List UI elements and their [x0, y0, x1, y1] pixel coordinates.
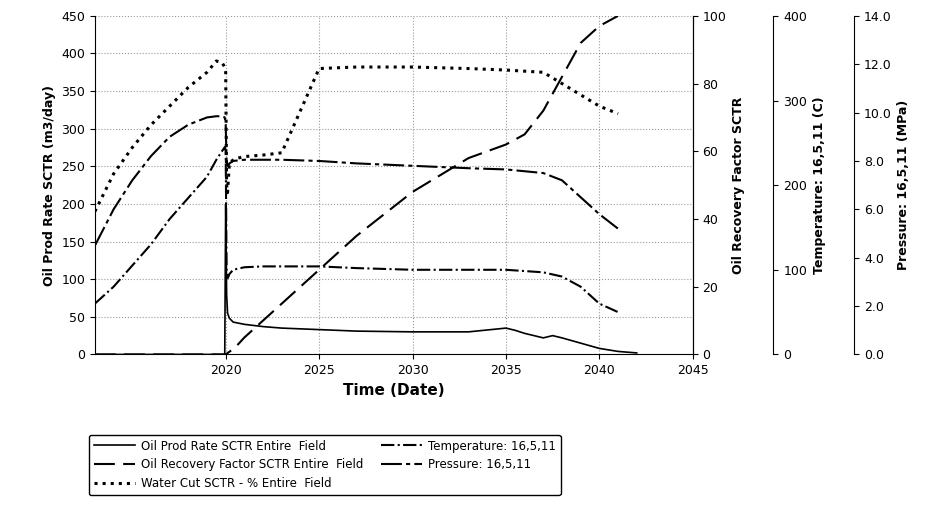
Legend: Oil Prod Rate SCTR Entire  Field, Oil Recovery Factor SCTR Entire  Field, Water : Oil Prod Rate SCTR Entire Field, Oil Rec… — [89, 435, 561, 495]
X-axis label: Time (Date): Time (Date) — [343, 382, 445, 398]
Y-axis label: Pressure: 16,5,11 (MPa): Pressure: 16,5,11 (MPa) — [898, 100, 910, 270]
Y-axis label: Oil Recovery Factor SCTR: Oil Recovery Factor SCTR — [732, 96, 745, 274]
Y-axis label: Temperature: 16,5,11 (C): Temperature: 16,5,11 (C) — [812, 96, 826, 274]
Y-axis label: Oil Prod Rate SCTR (m3/day): Oil Prod Rate SCTR (m3/day) — [43, 85, 56, 286]
